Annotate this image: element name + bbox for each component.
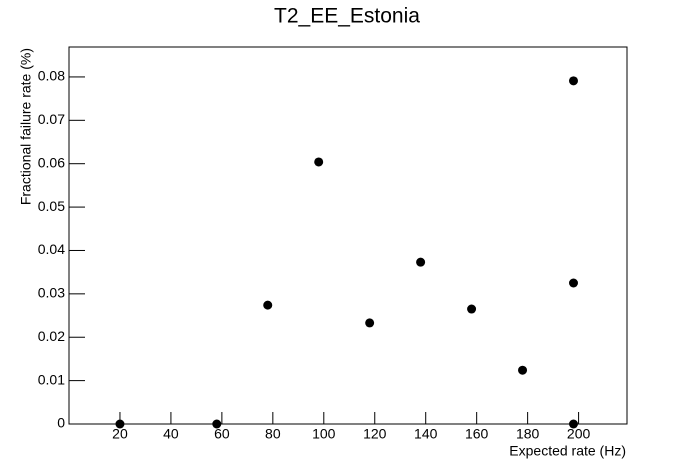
plot-frame [68,46,628,425]
y-axis-label: Fractional failure rate (%) [18,48,34,205]
x-tick-label: 120 [363,426,387,442]
x-tick-label: 160 [465,426,489,442]
y-tick-label: 0 [57,415,65,431]
x-tick-label: 100 [312,426,336,442]
y-tick-label: 0.03 [38,285,65,301]
y-tick-label: 0.01 [38,371,65,387]
point [263,300,273,310]
point [365,318,375,328]
point [416,257,426,267]
y-tick-label: 0.02 [38,328,65,344]
point [568,76,578,86]
x-tick-label: 40 [163,426,179,442]
x-tick-label: 20 [112,426,128,442]
x-tick-label: 200 [567,426,591,442]
y-tick-label: 0.04 [38,241,65,257]
y-tick-label: 0.06 [38,154,65,170]
point [467,304,477,314]
point [518,365,528,375]
y-tick-label: 0.07 [38,111,65,127]
point [212,419,222,429]
point [568,278,578,288]
point [115,419,125,429]
x-tick-label: 180 [516,426,540,442]
y-tick-label: 0.05 [38,198,65,214]
x-tick-label: 60 [214,426,230,442]
x-axis-label: Expected rate (Hz) [509,443,626,459]
chart-title: T2_EE_Estonia [274,5,420,28]
point [314,157,324,167]
x-tick-label: 140 [414,426,438,442]
x-tick-label: 80 [265,426,281,442]
point [568,419,578,429]
y-tick-label: 0.08 [38,68,65,84]
